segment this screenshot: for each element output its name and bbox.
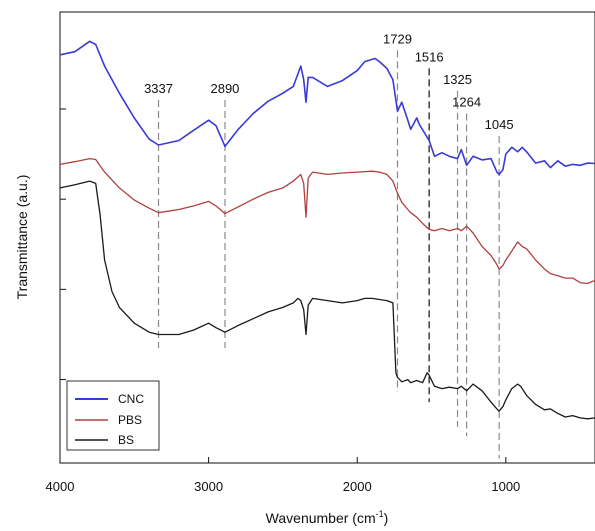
peak-label-1325: 1325	[443, 72, 472, 87]
peak-label-1045: 1045	[485, 117, 514, 132]
y-axis-label: Transmittance (a.u.)	[14, 175, 30, 300]
x-tick-label: 2000	[343, 479, 372, 494]
peak-label-1264: 1264	[452, 94, 481, 109]
x-axis-label-superscript: -1	[376, 509, 384, 519]
x-axis: 4000 3000 2000 1000	[46, 457, 520, 494]
spectra	[59, 40, 595, 420]
x-tick-label: 1000	[491, 479, 520, 494]
legend-label-pbs: PBS	[118, 413, 142, 427]
legend-label-cnc: CNC	[118, 392, 144, 406]
x-axis-label: Wavenumber (cm-1)	[266, 509, 389, 526]
peak-label-1516: 1516	[415, 49, 444, 64]
series-line-cnc	[59, 40, 595, 176]
legend-label-bs: BS	[118, 433, 134, 447]
y-axis	[60, 108, 66, 381]
peak-label-3337: 3337	[144, 81, 173, 96]
peak-label-2890: 2890	[210, 81, 239, 96]
legend: CNC PBS BS	[66, 380, 160, 451]
x-tick-label: 4000	[46, 479, 75, 494]
x-tick-label: 3000	[194, 479, 223, 494]
series-line-pbs	[59, 157, 595, 285]
plot-frame	[59, 11, 595, 464]
legend-box	[66, 380, 160, 451]
reference-lines	[157, 50, 500, 459]
peak-label-1729: 1729	[383, 31, 412, 46]
series-line-bs	[59, 180, 595, 420]
